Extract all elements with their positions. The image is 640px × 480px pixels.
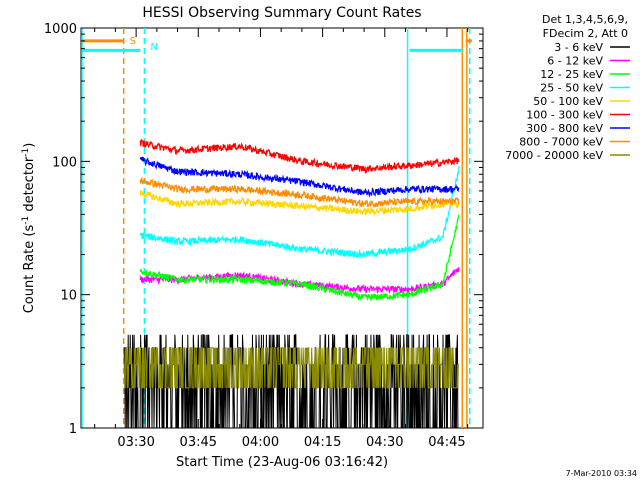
legend-entry-label: 800 - 7000 keV — [519, 136, 603, 149]
y-axis-label-sup1: -1 — [21, 216, 31, 225]
x-tick-label: 03:45 — [180, 435, 217, 450]
legend-entry-label: 100 - 300 keV — [526, 109, 603, 122]
plot-area: SN — [81, 28, 472, 429]
legend-entry-label: 6 - 12 keV — [547, 55, 603, 68]
y-axis-label-mid: detector — [22, 156, 37, 216]
x-tick-label: 03:30 — [117, 435, 154, 450]
x-tick-label: 04:45 — [428, 435, 465, 450]
legend-header-line: FDecim 2, Att 0 — [543, 27, 628, 40]
legend-entry-label: 50 - 100 keV — [533, 95, 603, 108]
y-axis-label-main: Count Rate (s — [22, 225, 37, 314]
legend: Det 1,3,4,5,6,9,FDecim 2, Att 03 - 6 keV… — [505, 13, 630, 162]
legend-entry-label: 300 - 800 keV — [526, 122, 603, 135]
chart-title: HESSI Observing Summary Count Rates — [142, 5, 421, 21]
y-tick-label: 1000 — [44, 22, 77, 37]
series-line-0 — [123, 334, 459, 429]
legend-entry-label: 3 - 6 keV — [554, 41, 603, 54]
y-tick-label: 100 — [52, 155, 77, 170]
y-tick-label: 10 — [60, 289, 77, 304]
legend-entry-label: 12 - 25 keV — [540, 68, 603, 81]
legend-header-line: Det 1,3,4,5,6,9, — [542, 13, 628, 26]
series-line-6 — [139, 156, 460, 198]
time-marker-label: S — [130, 36, 136, 47]
legend-entry-label: 25 - 50 keV — [540, 82, 603, 95]
y-tick-label: 1 — [69, 422, 77, 437]
y-axis-label-sup2: -1 — [21, 148, 31, 157]
series-line-2 — [139, 214, 460, 302]
x-axis-label: Start Time (23-Aug-06 03:16:42) — [176, 455, 388, 470]
series-line-4 — [139, 189, 460, 216]
series-line-5 — [139, 138, 460, 175]
series-line-7 — [139, 176, 460, 210]
x-tick-label: 04:15 — [304, 435, 341, 450]
axes: 03:30 03:45 04:00 04:15 04:30 04:45 1 10 100 1000 — [44, 22, 483, 450]
series-line-8 — [123, 347, 459, 389]
legend-entry-label: 7000 - 20000 keV — [505, 149, 603, 162]
y-axis-label-end: ) — [22, 143, 37, 148]
y-axis-label: Count Rate (s-1 detector-1) — [21, 143, 37, 314]
series-line-3 — [139, 166, 460, 259]
timestamp: 7-Mar-2010 03:34 — [566, 469, 637, 478]
time-marker-label: N — [150, 42, 157, 53]
x-tick-label: 04:30 — [366, 435, 403, 450]
x-tick-label: 04:00 — [242, 435, 279, 450]
